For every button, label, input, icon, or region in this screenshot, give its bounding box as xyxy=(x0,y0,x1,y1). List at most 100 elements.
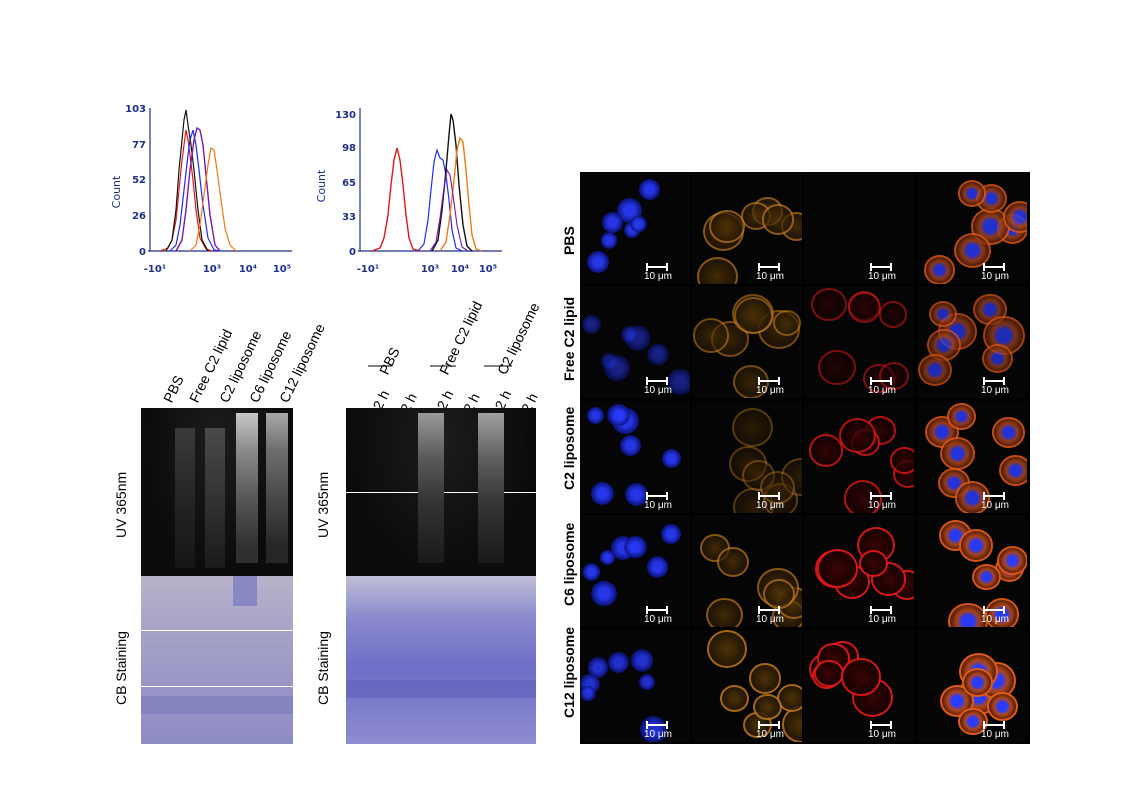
scale-bar xyxy=(758,263,780,271)
cb-label: CB Staining xyxy=(113,631,129,705)
cell xyxy=(817,349,856,386)
micrograph-red-row-4: 10 μm xyxy=(804,515,914,627)
cell xyxy=(991,417,1025,448)
microscopy-grid: 10 μm 10 μm 10 μm 10 μm 10 μm 10 μm 10 μm 10 μm… xyxy=(580,172,1030,744)
cell xyxy=(924,255,956,284)
histogram-right: 130 98 65 33 0 -10¹ 10³ 10⁴ 10⁵ Count xyxy=(315,108,502,275)
cell xyxy=(719,685,749,713)
cell xyxy=(661,448,682,469)
series-purple xyxy=(429,168,469,252)
cell xyxy=(587,407,605,424)
cell xyxy=(624,482,649,507)
scale-bar-label: 10 μm xyxy=(756,500,784,511)
series-blue xyxy=(169,129,221,252)
cell xyxy=(957,180,987,207)
cell xyxy=(706,597,743,627)
cell xyxy=(601,232,618,249)
scale-bar-label: 10 μm xyxy=(868,385,896,396)
scale-bar-label: 10 μm xyxy=(644,385,672,396)
x-tick: -10¹ xyxy=(357,264,379,275)
x-tick: 10⁵ xyxy=(479,264,497,275)
scale-bar-label: 10 μm xyxy=(868,614,896,625)
scale-bar-label: 10 μm xyxy=(644,500,672,511)
scale-bar xyxy=(758,377,780,385)
micrograph-red-row-1: 10 μm xyxy=(804,172,914,284)
micrograph-merge-row-5: 10 μm xyxy=(917,630,1027,742)
micrograph-blue-row-4: 10 μm xyxy=(580,515,690,627)
scale-bar-label: 10 μm xyxy=(756,729,784,740)
y-tick: 33 xyxy=(342,212,356,223)
scale-bar xyxy=(983,492,1005,500)
cell xyxy=(619,434,642,457)
series-red xyxy=(371,147,421,252)
cell xyxy=(1002,201,1027,234)
scale-bar-label: 10 μm xyxy=(644,271,672,282)
cell xyxy=(630,215,647,233)
y-tick: 52 xyxy=(132,175,146,186)
lane-label-pbs: PBS xyxy=(160,372,187,406)
scale-bar xyxy=(646,377,668,385)
cell xyxy=(841,658,881,696)
cell xyxy=(987,692,1019,722)
micrograph-red-row-5: 10 μm xyxy=(804,630,914,742)
cell xyxy=(707,630,747,669)
cb-label-right: CB Staining xyxy=(315,631,331,705)
bracket-lines xyxy=(368,365,512,367)
scale-bar xyxy=(646,606,668,614)
cell xyxy=(929,300,958,327)
scale-bar xyxy=(646,721,668,729)
y-tick: 26 xyxy=(132,211,146,222)
cell xyxy=(624,535,648,559)
scale-bar-label: 10 μm xyxy=(644,729,672,740)
micrograph-orange-row-2: 10 μm xyxy=(692,286,802,398)
series-black xyxy=(165,109,209,252)
scale-bar-label: 10 μm xyxy=(644,614,672,625)
series-orange xyxy=(189,146,237,252)
cell xyxy=(781,706,802,742)
cell xyxy=(772,309,801,337)
scale-bar xyxy=(758,721,780,729)
cell xyxy=(996,546,1027,576)
scale-bar xyxy=(646,263,668,271)
cell xyxy=(631,649,654,672)
scale-bar xyxy=(870,606,892,614)
scale-bar-label: 10 μm xyxy=(981,729,1009,740)
series-blue xyxy=(417,147,463,252)
scale-bar xyxy=(870,492,892,500)
cell xyxy=(878,361,909,390)
micrograph-merge-row-3: 10 μm xyxy=(917,401,1027,513)
cell xyxy=(998,454,1027,487)
cell xyxy=(582,563,601,582)
micrograph-merge-row-1: 10 μm xyxy=(917,172,1027,284)
micrograph-orange-row-5: 10 μm xyxy=(692,630,802,742)
cell xyxy=(890,447,914,474)
cell xyxy=(591,580,618,607)
cell xyxy=(607,403,630,427)
micrograph-orange-row-3: 10 μm xyxy=(692,401,802,513)
row-label-pbs: PBS xyxy=(561,226,577,255)
scale-bar xyxy=(983,263,1005,271)
cell xyxy=(946,403,976,431)
cell xyxy=(716,546,750,578)
micrograph-blue-row-2: 10 μm xyxy=(580,286,690,398)
y-axis-label: Count xyxy=(110,175,123,208)
micrograph-merge-row-4: 10 μm xyxy=(917,515,1027,627)
scale-bar-label: 10 μm xyxy=(868,729,896,740)
cell xyxy=(811,287,847,322)
micrograph-red-row-2: 10 μm xyxy=(804,286,914,398)
micrograph-blue-row-1: 10 μm xyxy=(580,172,690,284)
cell xyxy=(647,343,669,366)
scale-bar-label: 10 μm xyxy=(981,500,1009,511)
scale-bar xyxy=(983,606,1005,614)
scale-bar-label: 10 μm xyxy=(868,271,896,282)
micrograph-orange-row-1: 10 μm xyxy=(692,172,802,284)
uv-label-right: UV 365nm xyxy=(315,471,331,538)
scale-bar xyxy=(758,606,780,614)
cell xyxy=(958,529,994,562)
series-black xyxy=(431,113,473,252)
scale-bar-label: 10 μm xyxy=(756,614,784,625)
uv-gel-image-right xyxy=(346,408,536,576)
scale-bar-label: 10 μm xyxy=(756,385,784,396)
scale-bar-label: 10 μm xyxy=(868,500,896,511)
cell xyxy=(954,233,992,269)
